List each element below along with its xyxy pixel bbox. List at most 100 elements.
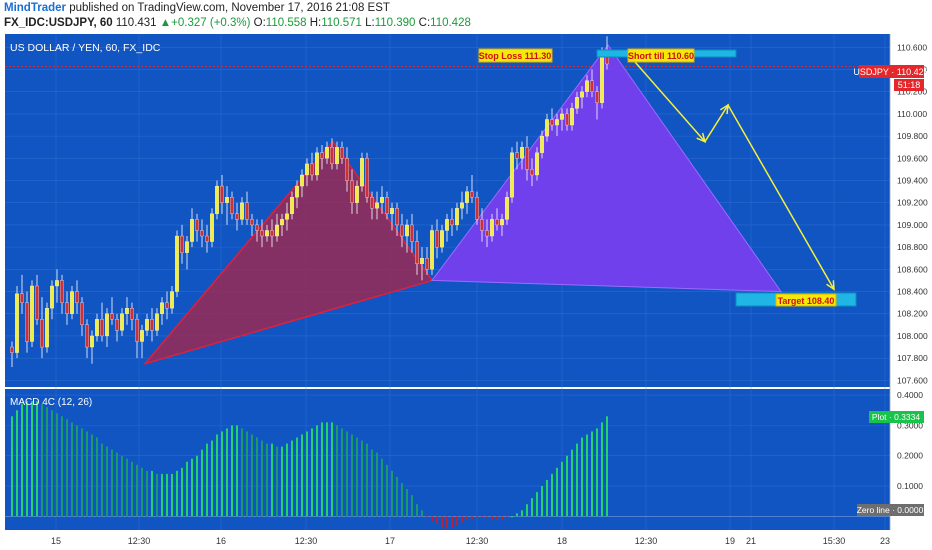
candle-body [600,52,604,103]
macd-bar [456,516,458,526]
candle-body [65,302,69,314]
candle-body [515,152,519,159]
candle-body [490,219,494,237]
macd-bar [306,431,308,517]
macd-bar [81,428,83,517]
candle-body [135,319,139,342]
stop-loss-box[interactable] [478,48,553,63]
macd-bar [441,516,443,527]
x-tick-label: 15 [51,536,61,546]
candle-body [370,197,374,209]
candle-body [560,113,564,120]
macd-y-tick-label: 0.3000 [897,420,923,430]
candle-body [85,324,89,348]
macd-bar [466,516,468,520]
candle-body [240,202,244,220]
macd-bar [121,455,123,517]
candle-body [295,185,299,198]
high-label: H: [309,17,322,29]
zero-tag [857,504,924,516]
macd-bar [51,410,53,517]
y-tick-label: 109.800 [897,131,928,141]
candle-body [320,152,324,159]
macd-bar [21,404,23,517]
macd-bar [216,434,218,517]
macd-bar [76,425,78,517]
candle-body [360,158,364,187]
candle-body [340,147,344,159]
candle-body [30,285,34,342]
candle-body [310,163,314,176]
author-name[interactable]: MindTrader [4,2,66,14]
candle-body [140,330,144,342]
candle-body [390,208,394,214]
candle-body [385,197,389,214]
macd-bar [396,476,398,517]
macd-bar [331,422,333,517]
x-tick-label: 16 [216,536,226,546]
chart-canvas[interactable]: 15 12:30 16 12:30 17 12:30 18 12:30 19 21 15:30 23 1… [0,32,932,550]
arrow-head [696,132,707,143]
candle-body [495,219,499,226]
candle-body [485,230,489,237]
macd-bar [231,425,233,517]
macd-y-tick-label: 0.2000 [897,451,923,461]
macd-bar [221,431,223,517]
close-value: 110.428 [430,17,471,29]
macd-bar [426,516,428,518]
x-tick-label: 18 [557,536,567,546]
macd-bar [101,443,103,517]
y-tick-label: 109.200 [897,198,928,208]
arrow-head [826,280,835,291]
candle-body [10,346,14,353]
macd-bar [541,486,543,517]
macd-y-tick-label: 0.1000 [897,481,923,491]
low-value: 110.390 [374,17,416,29]
price-pane-title: US DOLLAR / YEN, 60, FX_IDC [10,42,161,54]
candle-body [430,230,434,270]
macd-bar [596,428,598,517]
y-tick-label: 108.600 [897,264,928,274]
up-arrow-icon: ▲ [159,17,172,29]
candles [10,36,609,368]
macd-bar [446,516,448,529]
symbol-header: FX_IDC:USDJPY, 60 110.431 ▲+0.327 (+0.3%… [4,17,471,29]
candle-body [235,213,239,220]
y-tick-label: 108.400 [897,287,928,297]
arrow-head [719,103,729,115]
macd-bar [356,437,358,517]
bcd-triangle [431,44,782,293]
macd-bar [251,434,253,517]
plot-tag [869,411,924,423]
macd-bar [41,404,43,517]
macd-y-tick-label: 0.4000 [897,390,923,400]
macd-bar [11,416,13,517]
candle-body [100,319,104,337]
macd-bar [266,443,268,517]
candle-body [325,147,329,159]
candle-body [460,202,464,209]
short-label: Short till 110.60 [628,51,694,61]
candle-body [350,180,354,203]
macd-bar [36,401,38,517]
candle-body [220,185,224,203]
macd-bar [436,516,438,524]
candle-body [580,91,584,98]
candle-body [355,185,359,203]
countdown-label: 51:18 [898,80,921,90]
macd-bar [71,422,73,517]
macd-bar [326,422,328,517]
open-label: O: [253,17,266,29]
zero-label: Zero line · 0.0000 [857,505,924,515]
candle-body [550,119,554,126]
macd-bar [486,516,488,519]
macd-bar [111,449,113,517]
projection-path [626,52,835,290]
macd-bar [186,461,188,517]
macd-bar [381,458,383,517]
y-tick-label: 107.600 [897,375,928,385]
macd-bar [481,516,483,518]
macd-bar [201,449,203,517]
annotations [626,52,835,291]
x-tick-label: 12:30 [635,536,658,546]
